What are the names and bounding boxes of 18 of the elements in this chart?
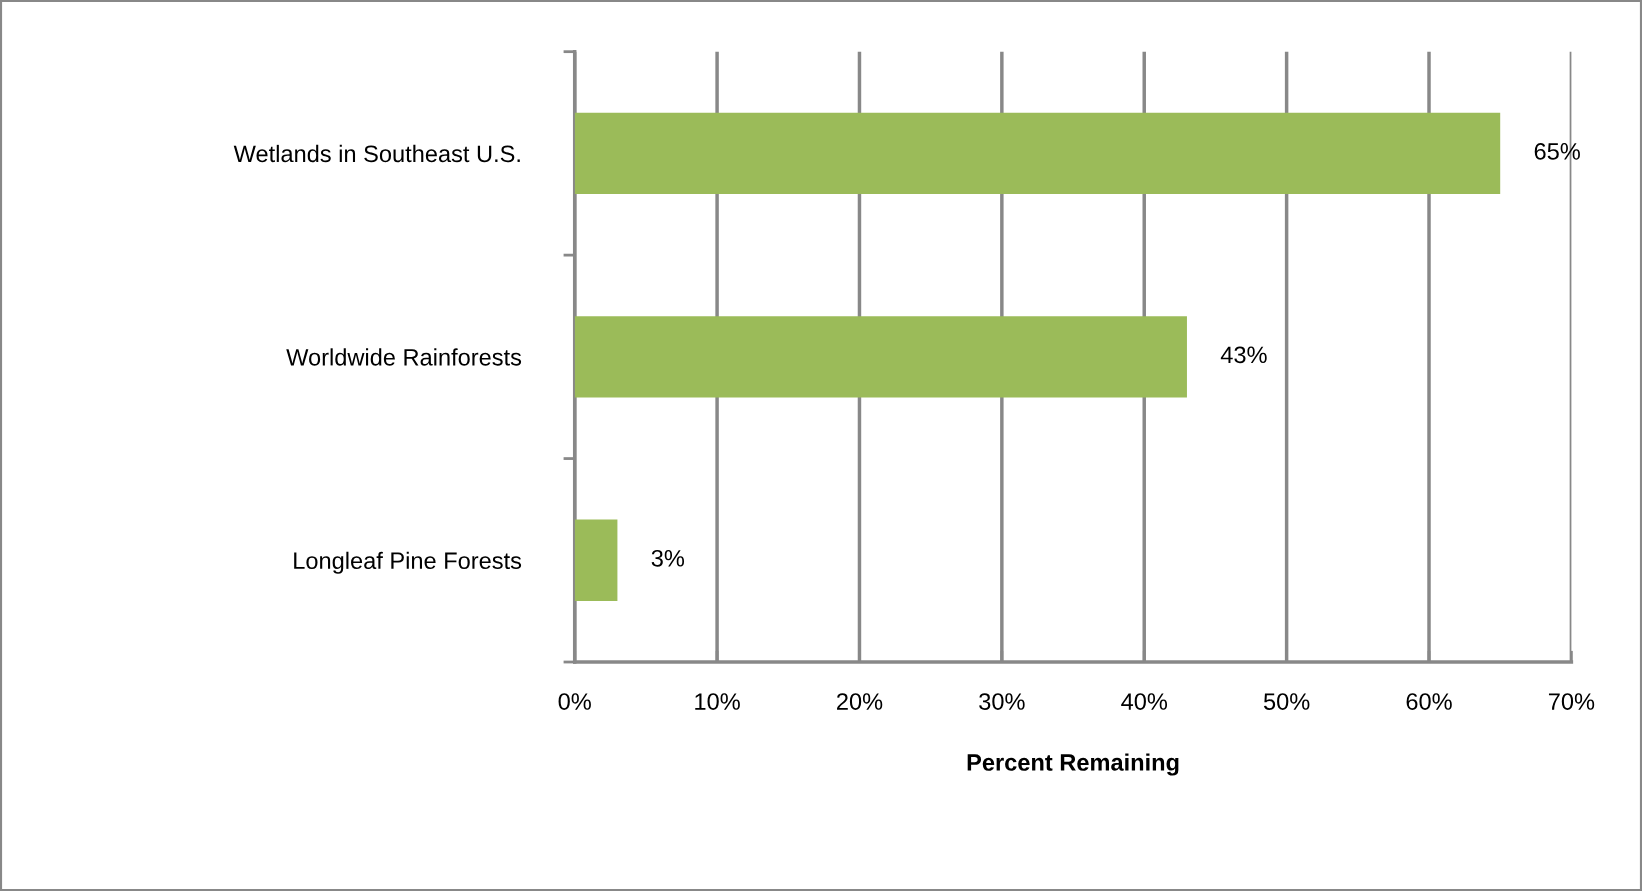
x-tick-label: 50%: [1263, 693, 1310, 710]
x-tick-label: 0%: [558, 693, 591, 710]
y-tick-label: Worldwide Rainforests: [286, 348, 522, 366]
x-tick-label: 60%: [1406, 693, 1452, 710]
y-tick-label: Longleaf Pine Forests: [294, 551, 522, 574]
x-tick-label: 30%: [979, 693, 1025, 710]
bar: [574, 112, 1501, 195]
y-tick-label: Wetlands in Southeast U.S.: [233, 144, 520, 163]
bar: [574, 316, 1187, 398]
x-axis-title: Percent Remaining: [967, 753, 1179, 776]
x-tick-label: 20%: [837, 693, 883, 710]
x-tick-label: 10%: [695, 693, 740, 710]
data-label: 3%: [651, 549, 685, 567]
bar: [574, 519, 618, 601]
data-label: 43%: [1220, 346, 1267, 364]
x-tick-label: 70%: [1548, 693, 1595, 710]
x-tick-label: 40%: [1121, 693, 1168, 710]
data-label: 65%: [1534, 143, 1580, 160]
